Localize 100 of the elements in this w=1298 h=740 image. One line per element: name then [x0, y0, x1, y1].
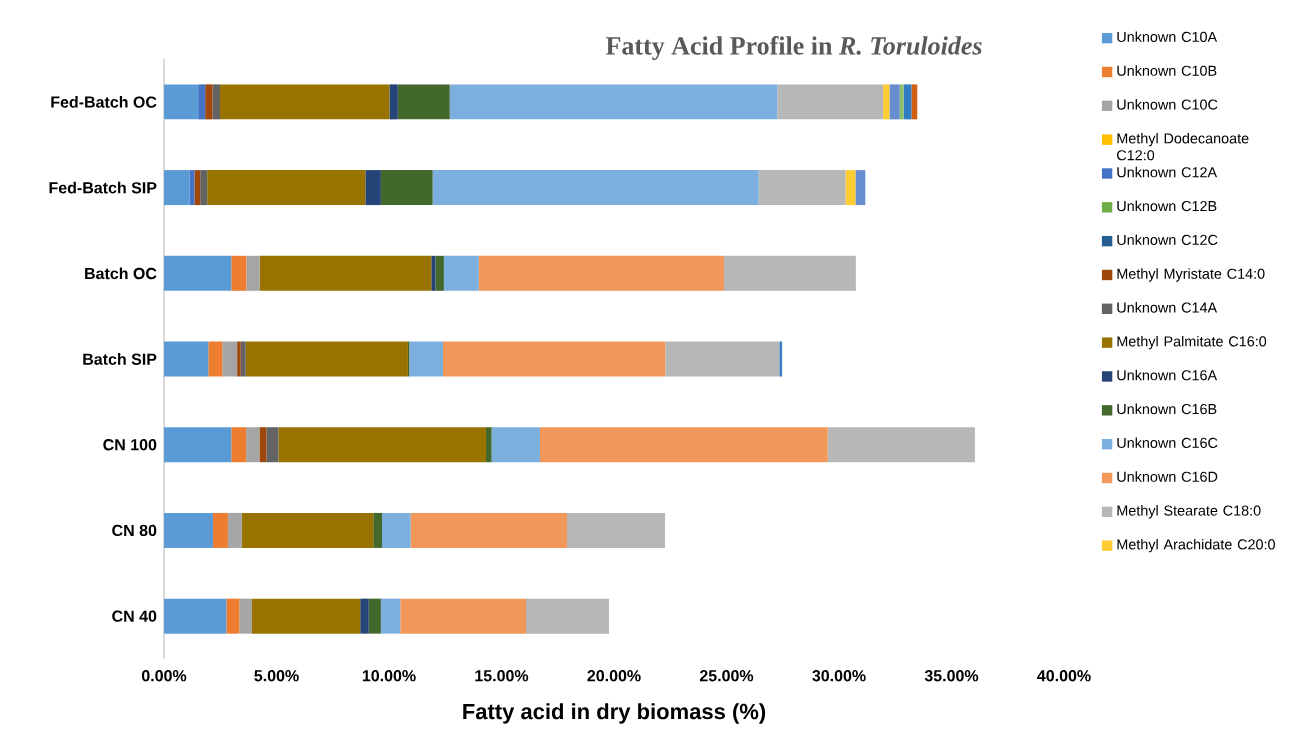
legend-label: Methyl Myristate C14:0	[1117, 268, 1265, 282]
bar	[435, 255, 444, 291]
legend-label: Methyl Palmitate C16:0	[1117, 335, 1267, 350]
y-tick-label: Batch OC	[85, 267, 157, 280]
legend-label: Unknown C12B	[1117, 200, 1217, 212]
bar	[443, 255, 479, 291]
bar	[164, 512, 214, 548]
bar	[431, 255, 436, 291]
bar	[213, 512, 228, 548]
bar	[251, 598, 361, 634]
bar	[899, 84, 904, 120]
bar	[449, 84, 778, 120]
bar	[245, 341, 408, 377]
bar	[198, 84, 206, 120]
bar	[566, 512, 666, 548]
bar	[226, 598, 240, 634]
bar	[246, 255, 260, 291]
y-tick-label: CN 80	[112, 524, 157, 537]
bar	[189, 170, 195, 206]
bar	[227, 512, 242, 548]
legend-label: Unknown C16B	[1117, 403, 1217, 415]
bar	[259, 427, 267, 463]
bar	[207, 170, 366, 206]
bar	[240, 341, 246, 377]
legend-label: Methyl Stearate C18:0	[1117, 505, 1261, 519]
bar	[827, 427, 975, 463]
bar	[164, 255, 232, 291]
bar	[777, 84, 884, 120]
x-tick-label: 40.00%	[1037, 670, 1091, 682]
bar	[194, 170, 201, 206]
bar	[231, 427, 247, 463]
bar	[443, 341, 666, 377]
bar	[665, 341, 780, 377]
legend-label: Unknown C14A	[1117, 302, 1218, 313]
bar	[239, 598, 252, 634]
bar	[883, 84, 890, 120]
bar	[164, 427, 232, 463]
legend-label: Unknown C10A	[1117, 31, 1218, 42]
bar	[779, 341, 783, 377]
x-tick-label: 35.00%	[924, 670, 979, 682]
bar	[380, 170, 433, 206]
legend-label: Unknown C16A	[1117, 369, 1218, 381]
bar	[237, 341, 241, 377]
bar	[855, 170, 866, 206]
x-tick-label: 0.00%	[141, 670, 187, 682]
bar	[409, 341, 444, 377]
bar	[212, 84, 221, 120]
y-tick-label: Batch SIP	[83, 353, 157, 365]
bar	[220, 84, 390, 120]
bar	[368, 598, 381, 634]
bar	[382, 512, 411, 548]
bar	[164, 341, 209, 377]
bar	[208, 341, 223, 377]
bar	[397, 84, 450, 120]
x-tick-label: 10.00%	[362, 670, 416, 682]
legend-label: Unknown C16C	[1117, 437, 1218, 448]
bar	[373, 512, 383, 548]
legend-label: Unknown C12A	[1117, 166, 1218, 178]
legend-label: Unknown C16D	[1117, 471, 1218, 482]
bar	[389, 84, 398, 120]
legend-label: Unknown C12C	[1117, 234, 1218, 245]
bar	[526, 598, 610, 634]
bar	[259, 255, 432, 291]
bar	[485, 427, 492, 463]
bar	[278, 427, 486, 463]
bar	[164, 170, 190, 206]
bar	[200, 170, 208, 206]
bar	[205, 84, 213, 120]
x-tick-label: 5.00%	[254, 670, 299, 682]
bar	[164, 598, 227, 634]
x-tick-label: 15.00%	[475, 670, 529, 682]
legend-label: Unknown C10B	[1117, 65, 1217, 76]
bar	[724, 255, 856, 291]
x-tick-label: 30.00%	[812, 670, 866, 682]
bar	[889, 84, 900, 120]
bar	[380, 598, 401, 634]
legend-label: Methyl Arachidate C20:0	[1117, 538, 1275, 553]
bar	[491, 427, 540, 463]
legend-label: Methyl Dodecanoate C12:0	[1117, 132, 1249, 161]
bar	[539, 427, 828, 463]
legend-label: Unknown C10C	[1117, 99, 1218, 110]
bar	[246, 427, 260, 463]
y-tick-label: Fed-Batch SIP	[49, 181, 157, 194]
chart-title: Fatty Acid Profile in R. Toruloides	[605, 36, 982, 61]
bar	[365, 170, 381, 206]
bar	[845, 170, 856, 206]
bar	[266, 427, 279, 463]
x-tick-label: 25.00%	[699, 670, 754, 682]
bar	[478, 255, 725, 291]
y-tick-label: Fed-Batch OC	[51, 95, 157, 108]
bar	[911, 84, 918, 120]
bar	[164, 84, 199, 120]
x-tick-label: 20.00%	[587, 670, 641, 682]
bar	[400, 598, 527, 634]
bar	[410, 512, 567, 548]
bar	[360, 598, 369, 634]
bar	[231, 255, 247, 291]
bar	[758, 170, 846, 206]
y-tick-label: CN 40	[112, 610, 157, 622]
bar	[241, 512, 374, 548]
